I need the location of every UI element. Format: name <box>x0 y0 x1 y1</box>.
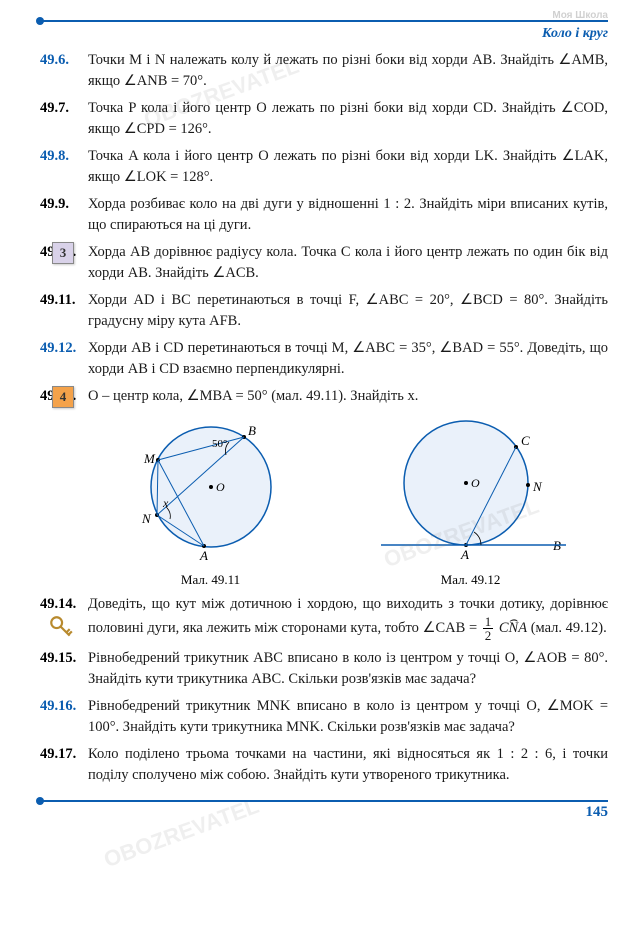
problem-text: Хорда розбиває коло на дві дуги у віднош… <box>88 194 608 236</box>
problem-text: Хорди AB і CD перетинаються в точці M, ∠… <box>88 338 608 380</box>
problem-number: 49.9. <box>40 194 88 236</box>
problem-49-15: 49.15. Рівнобедрений трикутник ABC вписа… <box>40 648 608 690</box>
problem-text: Рівнобедрений трикутник MNK вписано в ко… <box>88 696 608 738</box>
page-number: 145 <box>40 804 608 821</box>
label-A: A <box>199 548 208 563</box>
key-icon <box>48 614 74 640</box>
problem-number: 49.8. <box>40 146 88 188</box>
problem-49-17: 49.17. Коло поділено трьома точками на ч… <box>40 744 608 786</box>
label-x: x <box>162 496 169 510</box>
label-N: N <box>141 511 152 526</box>
problem-text: Рівнобедрений трикутник ABC вписано в ко… <box>88 648 608 690</box>
header-rule <box>40 20 608 22</box>
problem-number: 49.16. <box>40 696 88 738</box>
label-M: M <box>143 451 156 466</box>
figure-49-12: O C N A B Мал. 49.12 <box>371 415 571 588</box>
label-C: C <box>521 433 530 448</box>
label-50: 50° <box>212 438 227 450</box>
problem-number: 49.17. <box>40 744 88 786</box>
figure-caption: Мал. 49.12 <box>371 572 571 588</box>
label-N: N <box>532 479 543 494</box>
problem-49-12: 49.12. Хорди AB і CD перетинаються в точ… <box>40 338 608 380</box>
problem-49-10: 49.10. Хорда AB дорівнює радіусу кола. Т… <box>40 242 608 284</box>
header-dot <box>36 17 44 25</box>
problem-49-7: 49.7. Точка P кола і його центр O лежать… <box>40 98 608 140</box>
label-O: O <box>216 480 225 494</box>
fraction-num: 1 <box>483 615 494 629</box>
arc-CNA: CNA <box>499 620 527 636</box>
figure-49-12-svg: O C N A B <box>371 415 571 565</box>
problem-text: Коло поділено трьома точками на частини,… <box>88 744 608 786</box>
problem-49-11: 49.11. Хорди AD і BC перетинаються в точ… <box>40 290 608 332</box>
problem-number: 49.7. <box>40 98 88 140</box>
problem-49-16: 49.16. Рівнобедрений трикутник MNK вписа… <box>40 696 608 738</box>
section-title: Коло і круг <box>40 26 608 42</box>
problem-text: Точка P кола і його центр O лежать по рі… <box>88 98 608 140</box>
problem-text: O – центр кола, ∠MBA = 50° (мал. 49.11).… <box>88 386 608 407</box>
figure-49-11-svg: O M B N A 50° <box>126 415 296 565</box>
figures-row: O M B N A 50° <box>88 415 608 588</box>
level-3-marker: 3 <box>52 242 74 264</box>
problem-text: Хорда AB дорівнює радіусу кола. Точка C … <box>88 242 608 284</box>
problem-text: Хорди AD і BC перетинаються в точці F, ∠… <box>88 290 608 332</box>
problem-number: 49.12. <box>40 338 88 380</box>
problem-49-14: 49.14. Доведіть, що кут між дотичною і х… <box>40 594 608 642</box>
label-A: A <box>460 547 469 562</box>
problem-number: 49.11. <box>40 290 88 332</box>
problem-49-13: 49.13. O – центр кола, ∠MBA = 50° (мал. … <box>40 386 608 407</box>
label-O: O <box>471 476 480 490</box>
problem-number: 49.15. <box>40 648 88 690</box>
problem-text-part-b: (мал. 49.12). <box>531 620 607 636</box>
level-4-marker: 4 <box>52 386 74 408</box>
footer-rule <box>40 800 608 802</box>
label-B: B <box>248 423 256 438</box>
fraction-den: 2 <box>483 629 494 642</box>
problem-number: 49.6. <box>40 50 88 92</box>
problem-49-9: 49.9. Хорда розбиває коло на дві дуги у … <box>40 194 608 236</box>
figure-49-11: O M B N A 50° <box>126 415 296 588</box>
fraction: 1 2 <box>483 615 494 642</box>
figure-caption: Мал. 49.11 <box>126 572 296 588</box>
problem-text: Доведіть, що кут між дотичною і хордою, … <box>88 594 608 642</box>
problem-49-6: 49.6. Точки M і N належать колу й лежать… <box>40 50 608 92</box>
problem-text: Точка A кола і його центр O лежать по рі… <box>88 146 608 188</box>
problem-text: Точки M і N належать колу й лежать по рі… <box>88 50 608 92</box>
problem-49-8: 49.8. Точка A кола і його центр O лежать… <box>40 146 608 188</box>
